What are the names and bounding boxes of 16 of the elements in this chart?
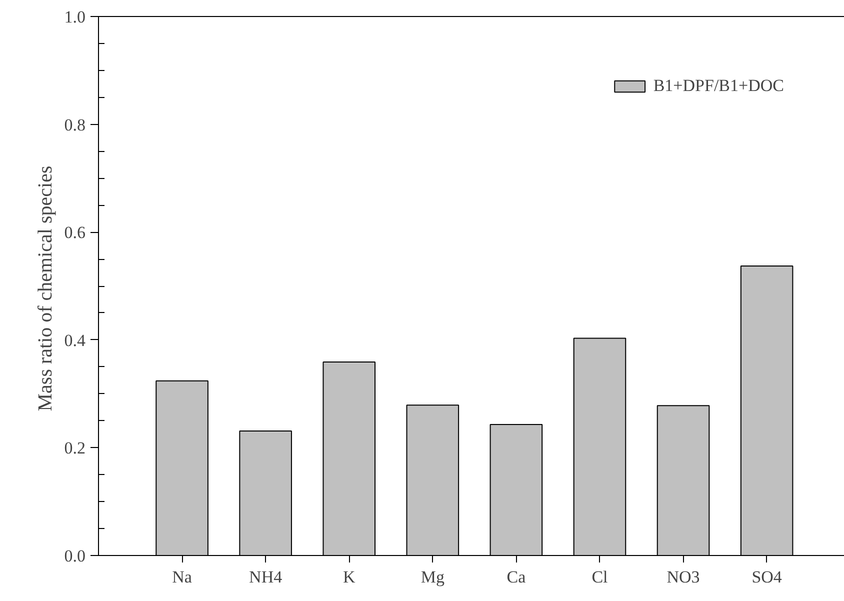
legend-label: B1+DPF/B1+DOC [653,76,784,96]
x-tick-label: Mg [420,568,445,586]
y-tick-label: 0.0 [64,546,86,566]
y-tick-label: 0.8 [64,115,86,134]
y-tick-label: 0.6 [64,223,86,242]
y-tick-label: 0.2 [64,438,86,458]
x-tick-label: SO4 [752,568,782,586]
x-tick-label: NH4 [249,568,283,586]
x-tick-label: Ca [506,568,526,586]
y-tick-label: 1.0 [64,8,86,26]
x-tick-label: NO3 [666,568,700,586]
x-tick-label: Cl [592,568,608,586]
x-tick-label: Na [172,568,192,586]
y-axis-title: Mass ratio of chemical species [34,166,56,412]
x-tick-label: K [342,568,356,586]
y-tick-label: 0.4 [64,330,86,350]
